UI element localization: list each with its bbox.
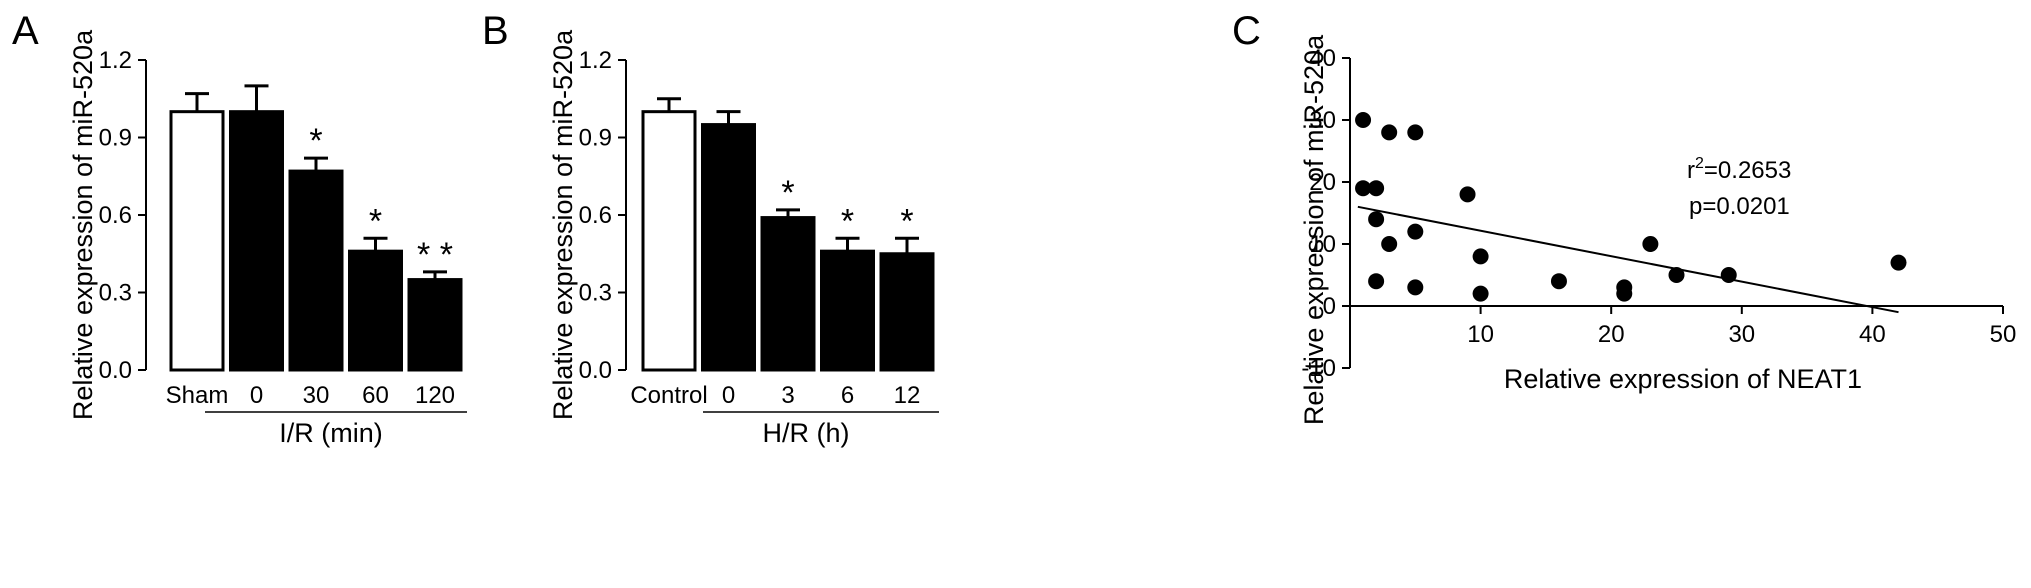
data-point — [1355, 112, 1372, 128]
x-tick-label: 60 — [362, 382, 389, 409]
bar — [701, 123, 756, 372]
y-tick-label: 40 — [1309, 45, 1336, 72]
y-tick-label: 1.2 — [579, 47, 612, 74]
data-point — [1642, 236, 1659, 252]
data-point — [1472, 248, 1489, 265]
y-tick-label: 0.6 — [99, 202, 132, 229]
x-tick-label: 20 — [1598, 321, 1625, 348]
panel-b-group-label: H/R (h) — [763, 418, 850, 448]
significance-marker: * — [369, 202, 382, 240]
panel-a-plot: 0.0 0.3 0.6 0.9 1.2 Sham 0 30 * 60 * 120 * * — [99, 47, 467, 413]
data-point — [1616, 285, 1633, 302]
significance-marker: * — [309, 122, 322, 160]
data-point — [1472, 285, 1489, 302]
x-tick-label: 0 — [250, 382, 263, 409]
bar — [288, 169, 344, 372]
panel-c-r2-annotation: r2=0.2653 — [1687, 155, 1791, 184]
data-point — [1355, 180, 1372, 197]
y-tick-label: 0.0 — [99, 357, 132, 384]
regression-line — [1357, 205, 1899, 314]
y-tick-label: 0.6 — [579, 202, 612, 229]
bar — [879, 252, 935, 372]
y-tick-label: 0.0 — [579, 357, 612, 384]
x-tick-label: 30 — [1728, 321, 1755, 348]
panel-a-y-axis-title: Relative expression of miR-520a — [68, 29, 98, 420]
x-tick-label: 50 — [1990, 321, 2017, 348]
data-point — [1381, 236, 1398, 252]
panel-c-y-axis-title: Relative expression of miR-520a — [1299, 34, 1329, 425]
y-tick-label: 0 — [1323, 293, 1336, 320]
y-tick-label: 30 — [1309, 107, 1336, 134]
r2-symbol: r — [1687, 157, 1695, 184]
significance-marker: * — [781, 174, 794, 212]
panel-a-group-label: I/R (min) — [279, 418, 383, 448]
y-tick-label: 0.9 — [579, 125, 612, 152]
data-point — [1368, 180, 1385, 197]
x-tick-label: 0 — [722, 382, 735, 409]
bar — [229, 110, 284, 372]
x-tick-label: Sham — [166, 382, 229, 409]
y-tick-label: 0.3 — [579, 280, 612, 307]
bar — [407, 278, 463, 372]
data-point — [1381, 124, 1398, 141]
data-point — [1459, 186, 1476, 203]
panel-c: C Relative expression of miR-520a -10 0 10… — [1232, 9, 2016, 425]
panel-b-plot: 0.0 0.3 0.6 0.9 1.2 Control 0 3 * 6 * 12 * — [579, 47, 939, 413]
data-point — [1890, 254, 1907, 271]
data-point — [1720, 267, 1737, 283]
significance-marker: * * — [417, 236, 453, 274]
x-tick-label: 30 — [303, 382, 330, 409]
r2-value: =0.2653 — [1704, 157, 1791, 184]
y-tick-label: 0.3 — [99, 280, 132, 307]
y-tick-label: 0.9 — [99, 125, 132, 152]
y-tick-label: 1.2 — [99, 47, 132, 74]
panel-a-letter: A — [12, 9, 39, 53]
panel-b: B Relative expression of miR-520a 0.0 0.3… — [482, 9, 939, 448]
significance-marker: * — [841, 202, 854, 240]
bar — [348, 249, 403, 372]
panel-c-letter: C — [1232, 9, 1261, 53]
data-point — [1407, 223, 1424, 240]
x-tick-label: 12 — [894, 382, 921, 409]
r2-superscript: 2 — [1695, 155, 1704, 172]
x-tick-label: 6 — [841, 382, 854, 409]
panel-c-plot: -10 0 10 20 30 40 10 20 30 40 50 — [1301, 45, 2016, 382]
x-tick-label: 40 — [1859, 321, 1886, 348]
data-point — [1407, 124, 1424, 141]
data-point — [1550, 273, 1567, 290]
data-point — [1368, 211, 1385, 228]
y-tick-label: 20 — [1309, 169, 1336, 196]
data-point — [1407, 279, 1424, 296]
significance-marker: * — [900, 202, 913, 240]
bar — [641, 110, 697, 372]
bar — [820, 249, 875, 372]
x-tick-label: 3 — [781, 382, 794, 409]
panel-c-p-annotation: p=0.0201 — [1689, 193, 1790, 220]
panel-c-x-axis-title: Relative expression of NEAT1 — [1504, 364, 1862, 394]
y-tick-label: 10 — [1309, 231, 1336, 258]
panel-b-letter: B — [482, 9, 509, 53]
bar — [760, 216, 816, 372]
x-tick-label: Control — [630, 382, 707, 409]
bar — [169, 110, 225, 372]
x-tick-label: 10 — [1467, 321, 1494, 348]
panel-a: A Relative expression of miR-520a 0.0 0.3… — [12, 9, 467, 448]
data-point — [1368, 273, 1385, 290]
data-point — [1668, 267, 1685, 283]
y-tick-label: -10 — [1301, 355, 1336, 382]
x-tick-label: 120 — [415, 382, 455, 409]
panel-b-y-axis-title: Relative expression of miR-520a — [548, 29, 578, 420]
